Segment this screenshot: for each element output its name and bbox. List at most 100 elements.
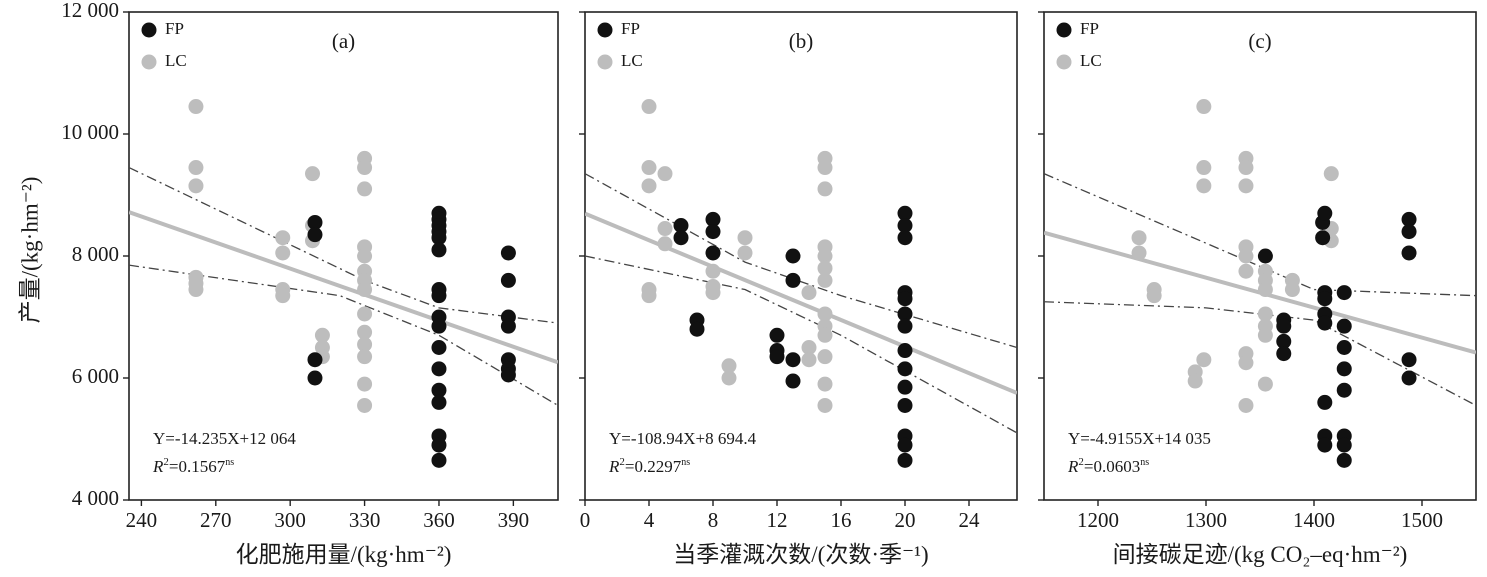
data-point-lc [737,245,753,261]
data-point-fp [705,224,721,240]
x-axis-title: 当季灌溉次数/(次数·季⁻¹) [673,542,928,567]
legend-label-fp: FP [621,19,640,38]
data-point-lc [657,166,673,182]
x-tick-label: 390 [498,508,530,532]
x-tick-label: 1400 [1293,508,1335,532]
data-point-fp [431,230,447,246]
data-point-fp [785,352,801,368]
data-point-lc [817,376,833,392]
chart-panel-1: 4 000 6 000 8 000 10 000 12 000 240 270 300 330 3… [61,0,559,567]
x-tick-label: 360 [423,508,455,532]
data-point-fp [1276,333,1292,349]
confidence-band-lower [129,264,558,407]
data-point-fp [431,437,447,453]
data-point-lc [1257,306,1273,322]
data-point-fp [431,361,447,377]
y-tick-label: 12 000 [61,0,119,22]
data-point-lc [641,288,657,304]
data-point-fp [307,370,323,386]
data-point-lc [1238,263,1254,279]
data-point-lc [357,349,373,365]
data-point-fp [1317,205,1333,221]
data-point-lc [817,160,833,176]
legend-label-fp: FP [165,19,184,38]
data-point-fp [431,452,447,468]
y-tick-label: 10 000 [61,120,119,144]
data-point-lc [1196,178,1212,194]
plot-frame [128,11,559,501]
data-point-fp [1401,211,1417,227]
data-point-fp [785,248,801,264]
data-point-fp [897,318,913,334]
data-point-lc [275,245,291,261]
data-point-lc [314,327,330,343]
data-point-fp [689,321,705,337]
x-tick-label: 8 [708,508,719,532]
data-point-lc [801,285,817,301]
data-point-lc [1238,397,1254,413]
data-point-lc [1238,248,1254,264]
panel-label: (c) [1248,29,1271,53]
legend-marker-fp [141,22,157,38]
data-point-fp [1401,224,1417,240]
x-tick-label: 4 [644,508,655,532]
data-point-fp [897,343,913,359]
panel-label: (b) [789,29,814,53]
confidence-band-lower [1044,301,1476,407]
data-point-lc [188,160,204,176]
data-point-fp [1336,285,1352,301]
data-point-fp [1401,352,1417,368]
y-tick-label: 6 000 [72,364,119,388]
data-point-lc [641,160,657,176]
chart-panel-3: 1200 1300 1400 1500 间接碳足迹/(kg CO₂–eq·hm⁻²) (c… [1038,11,1477,567]
data-point-fp [897,230,913,246]
data-point-fp [500,367,516,383]
regression-fit-line [585,211,1017,395]
data-point-fp [897,291,913,307]
confidence-band-upper [1044,173,1476,297]
data-point-fp [1257,248,1273,264]
data-point-lc [357,160,373,176]
regression-equation: Y=-4.9155X+14 035 [1068,429,1211,448]
y-tick-label: 4 000 [72,486,119,510]
data-point-fp [785,373,801,389]
x-tick-label: 300 [274,508,306,532]
data-point-fp [1317,394,1333,410]
data-point-fp [500,245,516,261]
chart-panel-2: 0 4 8 12 16 20 24 当季灌溉次数/(次数·季⁻¹) (b) FP LC Y=-108.… [579,11,1018,567]
data-point-lc [1196,352,1212,368]
data-point-fp [1336,361,1352,377]
legend-marker-fp [597,22,613,38]
data-point-lc [657,221,673,237]
y-axis-title: 产量/(kg·hm⁻²) [17,177,42,324]
data-point-fp [897,218,913,233]
data-point-fp [431,382,447,398]
data-point-lc [1238,178,1254,194]
data-point-fp [500,272,516,288]
data-point-fp [431,340,447,355]
data-point-lc [1323,166,1339,182]
data-point-lc [1196,99,1212,115]
data-point-fp [1336,318,1352,334]
data-point-lc [1187,373,1203,389]
y-tick-label: 8 000 [72,242,119,266]
data-point-lc [1238,355,1254,371]
data-point-fp [897,361,913,377]
x-tick-label: 0 [580,508,591,532]
x-tick-label: 1300 [1185,508,1227,532]
data-point-lc [817,272,833,288]
data-point-lc [275,230,291,246]
data-point-lc [188,178,204,194]
data-point-fp [431,318,447,334]
data-point-lc [1257,376,1273,392]
data-point-fp [897,306,913,322]
x-tick-label: 270 [200,508,232,532]
x-tick-label: 16 [831,508,852,532]
data-point-fp [1336,452,1352,468]
data-point-lc [641,99,657,115]
confidence-band-upper [585,173,1017,349]
data-point-fp [1317,315,1333,331]
data-point-lc [801,340,817,355]
legend-marker-lc [141,54,157,70]
